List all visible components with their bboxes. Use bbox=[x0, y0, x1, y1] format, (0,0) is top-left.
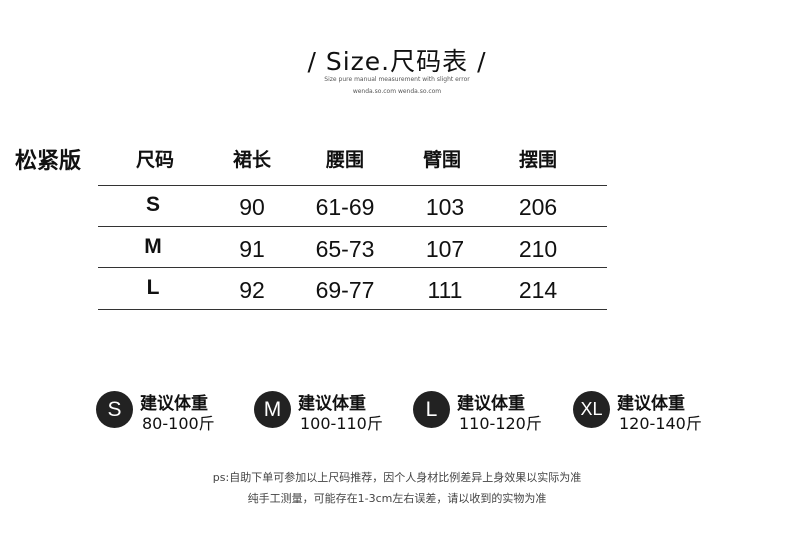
cell: 103 bbox=[425, 194, 465, 220]
size-badge: XL bbox=[573, 391, 610, 428]
col-header-arm: 臂围 bbox=[422, 149, 461, 171]
rec-range: 100-110斤 bbox=[300, 414, 383, 433]
subtitle: Size pure manual measurement with slight… bbox=[324, 76, 470, 83]
rec-label: 建议体重 bbox=[457, 394, 525, 414]
rec-label: 建议体重 bbox=[140, 394, 208, 414]
divider bbox=[98, 267, 607, 268]
col-header-size: 尺码 bbox=[135, 149, 174, 171]
cell: 61-69 bbox=[315, 194, 375, 220]
cell: L bbox=[146, 276, 160, 299]
rec-range: 120-140斤 bbox=[619, 414, 702, 433]
page-title: / Size.尺码表 / bbox=[307, 47, 487, 76]
size-badge: M bbox=[254, 391, 291, 428]
rec-label: 建议体重 bbox=[617, 394, 685, 414]
rec-range: 80-100斤 bbox=[142, 414, 215, 433]
size-badge: S bbox=[96, 391, 133, 428]
cell: 91 bbox=[239, 236, 265, 262]
col-header-waist: 腰围 bbox=[325, 149, 364, 171]
cell: 210 bbox=[518, 236, 558, 262]
cell: S bbox=[145, 193, 160, 216]
cell: M bbox=[144, 235, 162, 258]
site-text: wenda.so.com wenda.so.com bbox=[352, 88, 442, 95]
cell: 206 bbox=[518, 194, 558, 220]
cell: 69-77 bbox=[315, 277, 375, 303]
divider bbox=[98, 309, 607, 310]
rec-range: 110-120斤 bbox=[459, 414, 542, 433]
note-line-2: 纯手工测量，可能存在1-3cm左右误差，请以收到的实物为准 bbox=[247, 492, 547, 505]
col-header-length: 裙长 bbox=[232, 149, 271, 171]
cell: 65-73 bbox=[315, 236, 375, 262]
cell: 107 bbox=[425, 236, 465, 262]
cell: 214 bbox=[518, 277, 558, 303]
cell: 111 bbox=[427, 277, 463, 303]
fit-label: 松紧版 bbox=[15, 149, 82, 174]
cell: 92 bbox=[239, 277, 265, 303]
rec-label: 建议体重 bbox=[298, 394, 366, 414]
col-header-hem: 摆围 bbox=[518, 149, 557, 171]
cell: 90 bbox=[239, 194, 265, 220]
divider bbox=[98, 185, 607, 186]
divider bbox=[98, 226, 607, 227]
size-badge: L bbox=[413, 391, 450, 428]
note-line-1: ps:自助下单可参加以上尺码推荐，因个人身材比例差异上身效果以实际为准 bbox=[212, 471, 582, 484]
